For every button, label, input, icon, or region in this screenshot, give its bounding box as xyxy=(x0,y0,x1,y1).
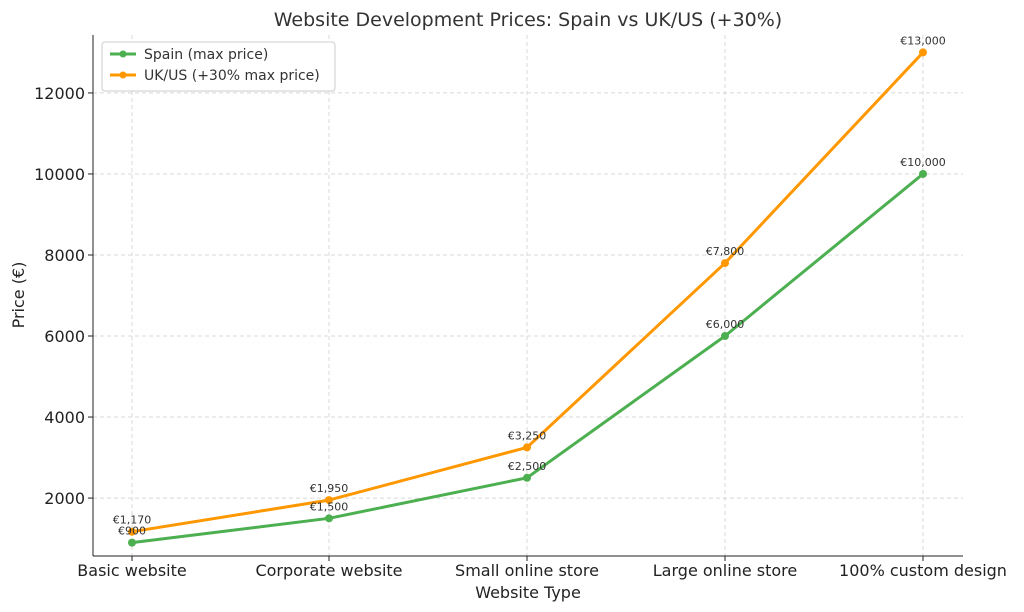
tick-labels: 2000 4000 6000 8000 10000 12000 Basic website C… xyxy=(34,84,1007,580)
x-tick-label: Basic website xyxy=(77,561,186,580)
data-label: €1,170 xyxy=(113,514,152,527)
data-point xyxy=(919,169,927,178)
y-tick-label: 4000 xyxy=(44,408,85,427)
x-axis-label: Website Type xyxy=(475,583,581,602)
legend-label-ukus: UK/US (+30% max price) xyxy=(144,68,320,84)
data-label: €13,000 xyxy=(900,34,946,47)
data-point xyxy=(128,527,136,536)
axes xyxy=(92,35,963,557)
data-point xyxy=(721,259,729,268)
chart-title: Website Development Prices: Spain vs UK/… xyxy=(274,9,782,31)
data-label: €3,250 xyxy=(508,429,547,442)
data-label: €900 xyxy=(118,525,146,538)
series xyxy=(128,48,927,547)
y-axis-label: Price (€) xyxy=(9,262,28,329)
data-point xyxy=(325,496,333,505)
y-tick-label: 10000 xyxy=(34,165,85,184)
data-label: €10,000 xyxy=(900,156,946,169)
data-labels: €900 €1,500 €2,500 €6,000 €10,000 €1,170 €1,95… xyxy=(113,34,946,537)
x-tick-label: Small online store xyxy=(455,561,599,580)
data-point xyxy=(523,473,531,482)
data-point xyxy=(919,48,927,57)
data-label: €1,950 xyxy=(310,482,349,495)
y-tick-label: 2000 xyxy=(44,489,85,508)
data-point xyxy=(523,443,531,452)
legend-marker-ukus xyxy=(119,71,127,79)
data-point xyxy=(325,514,333,523)
y-tick-label: 8000 xyxy=(44,246,85,265)
x-tick-label: Corporate website xyxy=(255,561,402,580)
data-label: €2,500 xyxy=(508,460,547,473)
x-tick-label: 100% custom design xyxy=(839,561,1007,580)
y-tick-label: 12000 xyxy=(34,84,85,103)
data-label: €6,000 xyxy=(706,318,745,331)
legend-label-spain: Spain (max price) xyxy=(144,47,268,63)
legend-box xyxy=(101,41,336,92)
y-tick-label: 6000 xyxy=(44,327,85,346)
data-label: €1,500 xyxy=(310,500,349,513)
grid xyxy=(93,35,963,556)
data-point xyxy=(721,332,729,341)
legend: Spain (max price) UK/US (+30% max price) xyxy=(101,41,336,92)
x-tick-label: Large online store xyxy=(653,561,797,580)
legend-marker-spain xyxy=(119,50,127,58)
data-label: €7,800 xyxy=(706,245,745,258)
data-point xyxy=(128,538,136,547)
